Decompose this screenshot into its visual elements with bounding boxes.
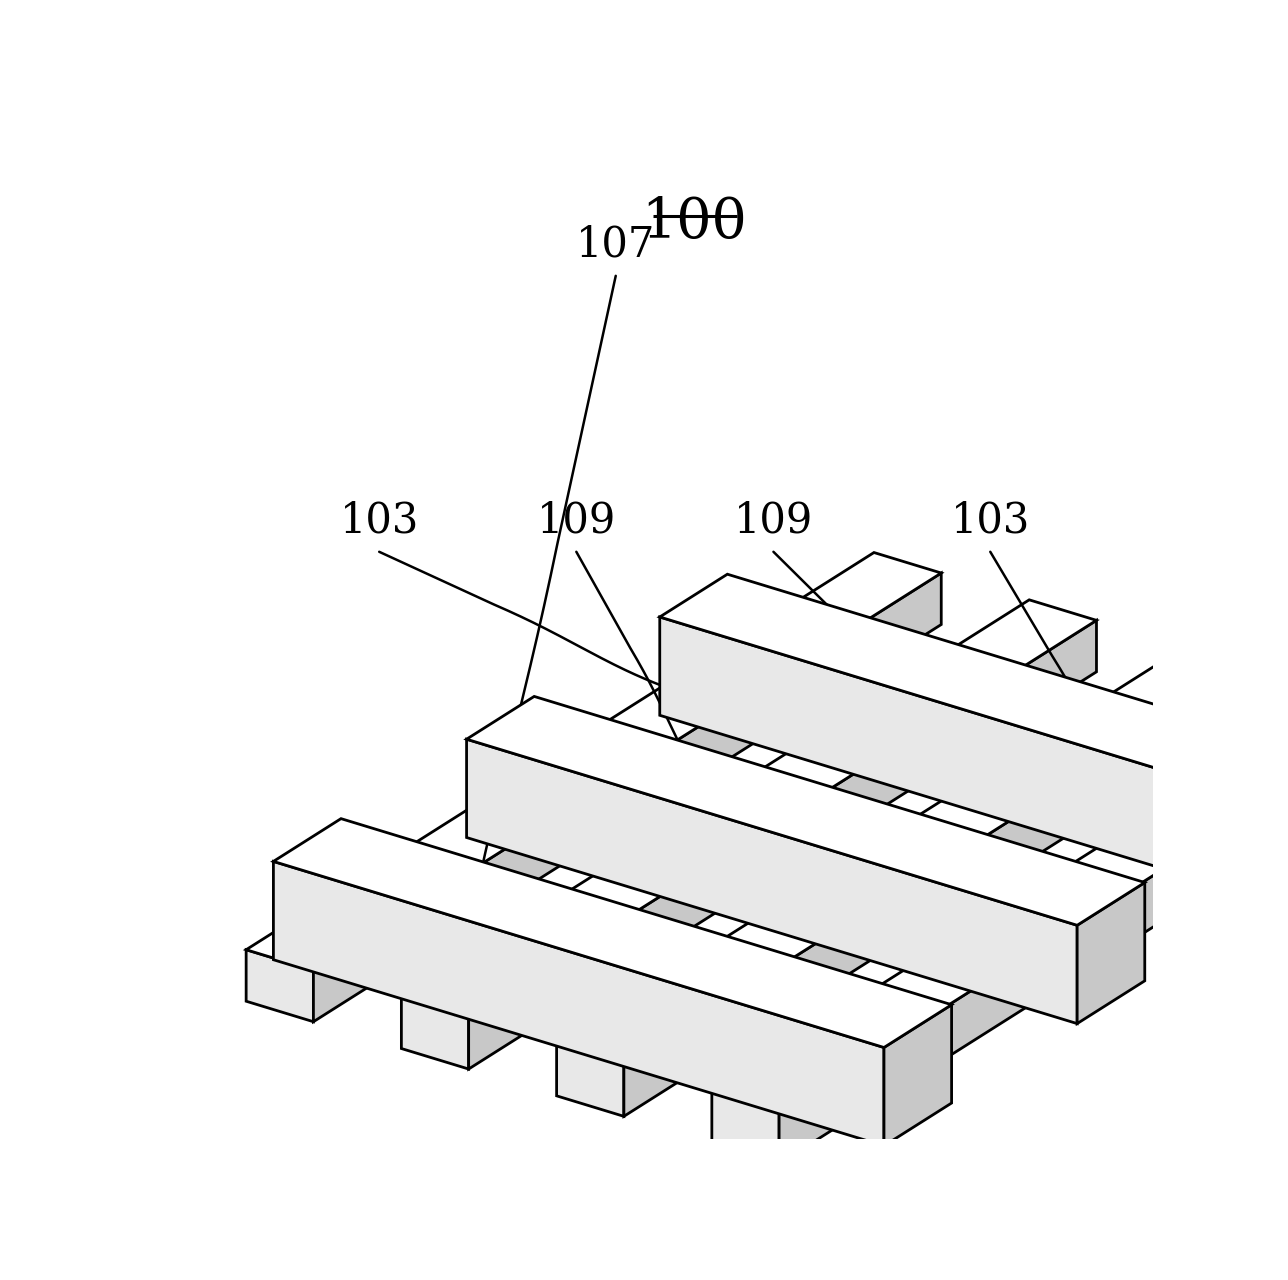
Polygon shape bbox=[712, 695, 1288, 1112]
Polygon shape bbox=[273, 861, 884, 1146]
Polygon shape bbox=[712, 1092, 779, 1164]
Text: 100: 100 bbox=[641, 195, 747, 250]
Polygon shape bbox=[466, 696, 1145, 925]
Polygon shape bbox=[659, 617, 1270, 901]
Polygon shape bbox=[313, 573, 942, 1021]
Polygon shape bbox=[273, 819, 952, 1047]
Text: 109: 109 bbox=[537, 499, 616, 541]
Polygon shape bbox=[659, 575, 1288, 803]
Polygon shape bbox=[466, 739, 1077, 1024]
Polygon shape bbox=[556, 1044, 623, 1116]
Polygon shape bbox=[402, 997, 469, 1069]
Polygon shape bbox=[1270, 760, 1288, 901]
Text: 109: 109 bbox=[734, 499, 813, 541]
Polygon shape bbox=[1077, 882, 1145, 1024]
Polygon shape bbox=[556, 648, 1252, 1065]
Text: 107: 107 bbox=[576, 223, 656, 265]
Polygon shape bbox=[884, 1005, 952, 1146]
Polygon shape bbox=[469, 621, 1096, 1069]
Polygon shape bbox=[779, 716, 1288, 1164]
Text: 103: 103 bbox=[340, 499, 419, 541]
Polygon shape bbox=[402, 600, 1096, 1018]
Polygon shape bbox=[246, 553, 942, 970]
Polygon shape bbox=[623, 668, 1252, 1116]
Polygon shape bbox=[246, 950, 313, 1021]
Text: 103: 103 bbox=[951, 499, 1030, 541]
